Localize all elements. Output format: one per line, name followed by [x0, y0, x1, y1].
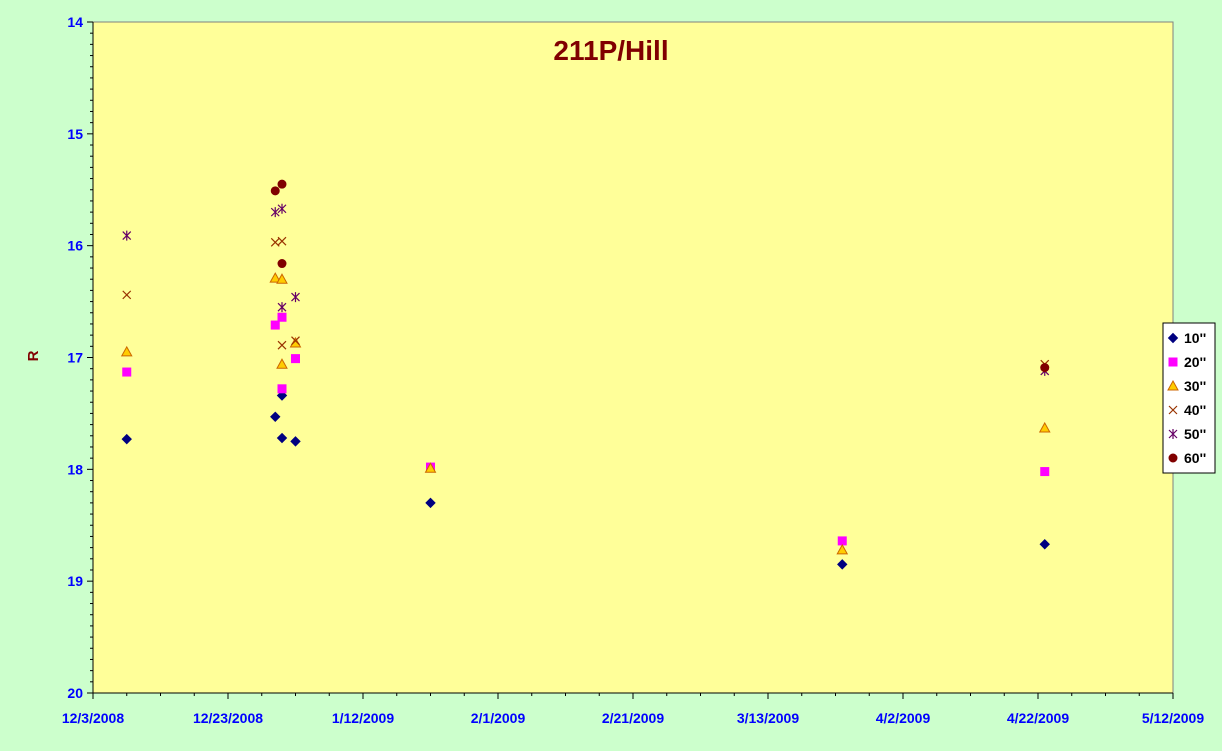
series-6 [270, 179, 1050, 373]
data-point [291, 336, 300, 346]
axes: 14 15 16 17 18 19 20 12/3/2008 12/23/2008 1/12/20… [62, 14, 1204, 726]
y-tick-label: 18 [67, 461, 83, 477]
legend-marker [1168, 357, 1178, 367]
data-point [837, 536, 847, 546]
y-tick-label: 16 [67, 238, 83, 254]
legend-entry: 10'' [1167, 330, 1206, 346]
data-point [121, 433, 132, 445]
legend-entry: 30'' [1167, 378, 1206, 394]
legend-label: 40'' [1184, 402, 1206, 418]
data-point [270, 207, 280, 218]
legend-marker [1168, 453, 1178, 463]
data-point [836, 543, 849, 555]
data-point [276, 273, 288, 284]
data-point [1040, 467, 1050, 477]
legend-label: 10'' [1184, 330, 1206, 346]
y-tick-label: 14 [67, 14, 83, 30]
data-point [425, 497, 436, 509]
legend-label: 50'' [1184, 426, 1206, 442]
x-tick-label: 2/21/2009 [602, 710, 664, 726]
data-point [1039, 539, 1050, 550]
series-3 [120, 272, 1051, 555]
legend-marker [1167, 332, 1179, 344]
data-point [277, 312, 287, 322]
legend: 10'' 20'' 30'' 40'' 50'' 60'' [1162, 322, 1216, 474]
legend-entry: 50'' [1168, 426, 1206, 442]
data-point [270, 411, 281, 422]
data-marks [120, 179, 1051, 570]
legend-entry: 60'' [1168, 450, 1206, 466]
y-tick-label: 20 [67, 685, 83, 701]
y-tick-label: 19 [67, 573, 83, 589]
data-point [277, 302, 287, 313]
series-1 [121, 390, 1050, 570]
x-tick-label: 5/12/2009 [1142, 710, 1204, 726]
data-point [277, 179, 287, 189]
data-point [122, 367, 132, 377]
data-point [122, 230, 132, 241]
legend-box [1162, 322, 1216, 474]
legend-label: 30'' [1184, 378, 1206, 394]
data-point [276, 358, 288, 369]
legend-marker [1168, 429, 1178, 439]
data-point [276, 432, 288, 444]
x-tick-label: 2/1/2009 [471, 710, 526, 726]
legend-label: 20'' [1184, 354, 1206, 370]
data-point [291, 354, 300, 364]
y-tick-label: 17 [67, 350, 83, 366]
x-tick-label: 4/2/2009 [876, 710, 931, 726]
data-point [424, 462, 437, 473]
data-point [270, 186, 280, 196]
data-point [277, 236, 287, 246]
x-tick-label: 12/3/2008 [62, 710, 124, 726]
legend-label: 60'' [1184, 450, 1206, 466]
data-point [277, 259, 287, 269]
legend-marker [1168, 405, 1178, 415]
legend-entry: 20'' [1168, 354, 1206, 370]
y-tick-label: 15 [67, 126, 83, 142]
x-tick-label: 1/12/2009 [332, 710, 394, 726]
data-point [290, 436, 301, 447]
plot-area [92, 21, 1174, 694]
data-point [270, 320, 280, 330]
x-tick-label: 12/23/2008 [193, 710, 263, 726]
series-5 [122, 203, 1050, 376]
data-point [277, 340, 287, 350]
legend-entry: 40'' [1168, 402, 1206, 418]
data-point [1038, 421, 1051, 433]
data-point [1040, 363, 1050, 373]
data-point [837, 559, 848, 570]
legend-marker [1167, 379, 1179, 391]
data-point [120, 345, 133, 357]
data-point [277, 203, 287, 214]
chart-title: 211P/Hill [553, 35, 668, 66]
x-tick-label: 4/22/2009 [1007, 710, 1069, 726]
data-point [269, 272, 282, 283]
x-tick-label: 3/13/2009 [737, 710, 799, 726]
data-point [277, 384, 287, 394]
data-point [291, 292, 300, 303]
data-point [122, 290, 132, 300]
y-axis-label: R [25, 350, 42, 361]
